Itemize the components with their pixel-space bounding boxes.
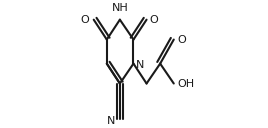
Text: O: O (150, 15, 158, 25)
Text: O: O (81, 15, 90, 25)
Text: OH: OH (177, 78, 194, 88)
Text: NH: NH (111, 3, 128, 13)
Text: N: N (136, 60, 144, 70)
Text: O: O (177, 35, 186, 45)
Text: N: N (107, 116, 116, 126)
